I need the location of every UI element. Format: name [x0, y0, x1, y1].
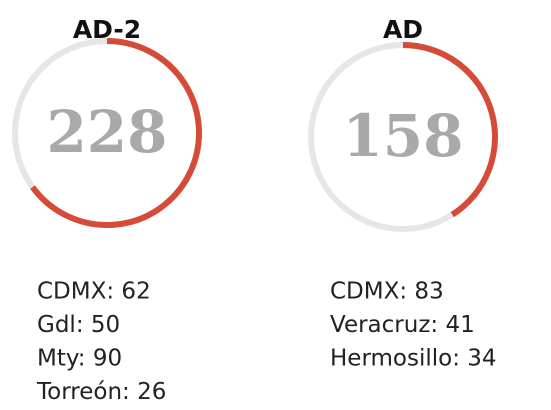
list-item: Hermosillo: 34 — [330, 346, 497, 372]
list-item: Veracruz: 41 — [330, 312, 475, 338]
gauge-title: AD — [383, 15, 423, 44]
gauge-total: 158 — [342, 102, 463, 170]
gauge-arc — [402, 42, 498, 218]
gauge-total: 228 — [46, 98, 167, 166]
list-item: Torreón: 26 — [36, 379, 166, 405]
gauge-arc — [30, 38, 202, 228]
list-item: CDMX: 83 — [330, 279, 444, 305]
list-item: Gdl: 50 — [37, 312, 120, 338]
list-item: CDMX: 62 — [37, 279, 151, 305]
list-item: Mty: 90 — [37, 346, 122, 372]
